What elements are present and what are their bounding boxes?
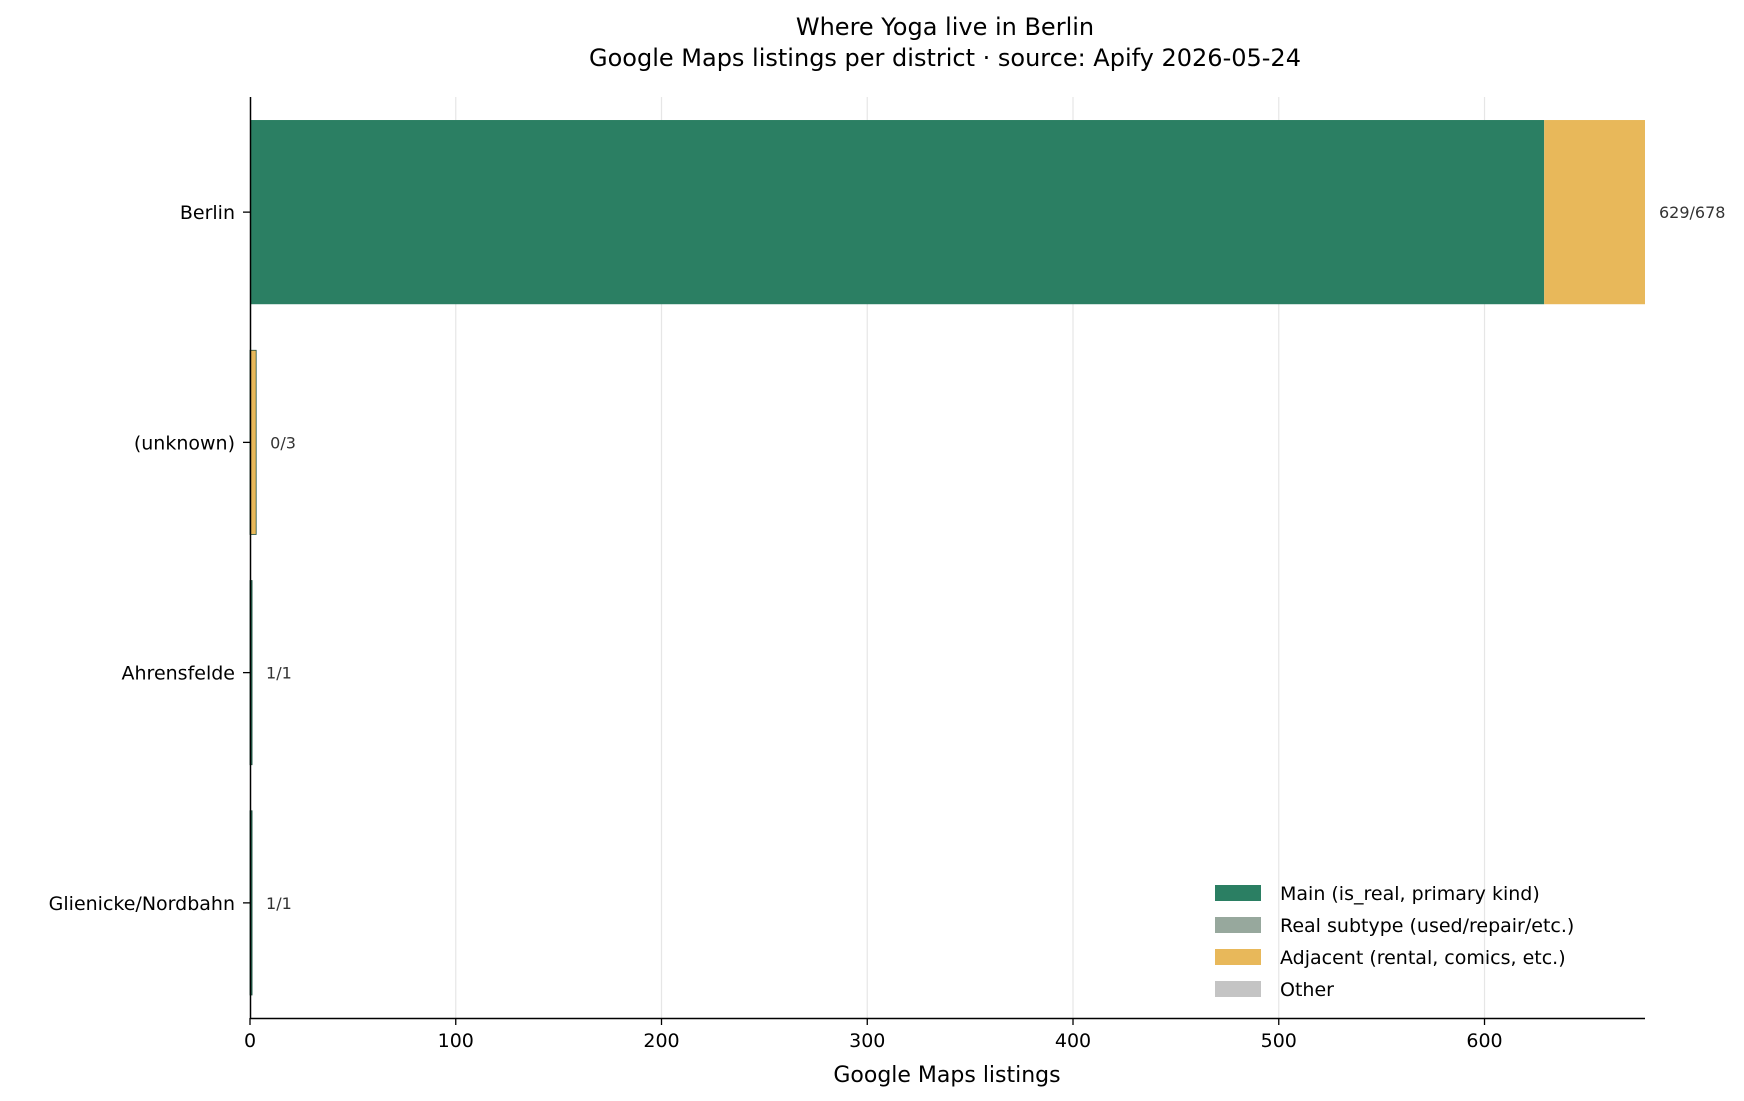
legend-swatch [1215, 917, 1261, 933]
x-tick-label: 500 [1261, 1030, 1297, 1052]
category-label: Berlin [180, 202, 235, 224]
bar-value-label: 1/1 [266, 664, 292, 683]
x-tick-label: 300 [849, 1030, 885, 1052]
x-axis-label: Google Maps listings [833, 1063, 1060, 1088]
chart-title: Where Yoga live in Berlin [796, 13, 1094, 41]
bar-labels: 629/678 0/3 1/1 1/1 [266, 203, 1725, 913]
bar-segment [250, 120, 1545, 305]
bar-value-label: 1/1 [266, 894, 292, 913]
bars [249, 120, 1645, 996]
legend-label: Other [1280, 979, 1334, 1001]
legend-swatch [1215, 949, 1261, 965]
legend-label: Adjacent (rental, comics, etc.) [1280, 947, 1566, 969]
category-label: Ahrensfelde [122, 663, 235, 685]
category-label: (unknown) [134, 432, 235, 454]
legend-label: Main (is_real, primary kind) [1280, 883, 1540, 905]
x-tick-label: 200 [643, 1030, 679, 1052]
x-tick-label: 400 [1055, 1030, 1091, 1052]
bar-value-label: 0/3 [270, 433, 296, 452]
legend: Main (is_real, primary kind) Real subtype… [1215, 883, 1574, 1001]
legend-swatch [1215, 885, 1261, 901]
x-tick-label: 100 [438, 1030, 474, 1052]
category-label: Glienicke/Nordbahn [49, 893, 235, 915]
x-tick-label: 600 [1466, 1030, 1502, 1052]
bar-value-label: 629/678 [1659, 203, 1725, 222]
bar-segment [1544, 120, 1645, 305]
chart-subtitle: Google Maps listings per district · sour… [589, 44, 1301, 72]
legend-label: Real subtype (used/repair/etc.) [1280, 915, 1574, 937]
legend-swatch [1215, 981, 1261, 997]
category-labels: Berlin (unknown) Ahrensfelde Glienicke/Nord… [49, 202, 250, 915]
x-ticks: 0 100 200 300 400 500 600 [244, 1018, 1503, 1052]
x-tick-label: 0 [244, 1030, 256, 1052]
